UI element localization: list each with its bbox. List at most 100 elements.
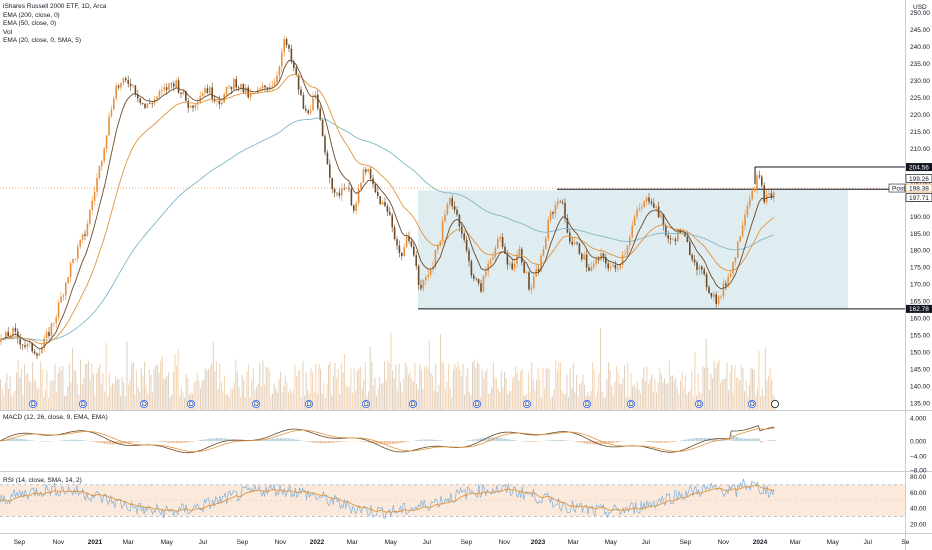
macd-bar (408, 441, 410, 442)
volume-bar (676, 387, 678, 410)
candle-body (324, 136, 326, 153)
macd-bar (584, 441, 586, 444)
macd-bar (435, 439, 437, 441)
volume-bar (124, 396, 126, 410)
macd-bar (392, 441, 394, 445)
macd-bar (614, 441, 616, 443)
volume-bar (552, 396, 554, 410)
legend-ema50: EMA (50, close, 0) (3, 20, 57, 28)
volume-bar (22, 394, 24, 410)
volume-bar (422, 388, 424, 410)
candle-body (761, 176, 763, 186)
volume-bar (497, 388, 499, 410)
candle-body (309, 110, 312, 114)
volume-bar (304, 395, 306, 410)
volume-bar (40, 361, 42, 410)
macd-bar (176, 441, 178, 444)
macd-bar (390, 441, 392, 445)
candle-body (69, 262, 72, 278)
macd-bar (528, 441, 530, 442)
time-tick-label: Sep (237, 539, 249, 546)
macd-bar (81, 440, 83, 441)
macd-bar (646, 441, 648, 442)
candle-body (674, 239, 677, 242)
volume-bar (166, 375, 168, 410)
volume-bar (542, 367, 544, 410)
volume-bar (225, 394, 227, 410)
volume-bar (516, 373, 518, 410)
volume-bar (689, 389, 691, 410)
candle-body (81, 234, 84, 240)
candle-body (98, 166, 101, 178)
rsi-sma-line (0, 484, 775, 513)
candle-body (319, 108, 321, 120)
volume-bar (611, 386, 613, 410)
time-tick-label: Mar (568, 539, 580, 546)
macd-bar (289, 438, 291, 441)
volume-bar (27, 373, 29, 410)
candle-body (653, 203, 655, 208)
volume-bar (363, 379, 365, 410)
macd-bar (337, 441, 339, 443)
volume-bar (688, 391, 690, 410)
candle-body (576, 242, 578, 244)
legend-rsi: RSI (14, close, SMA, 14, 2) (3, 477, 82, 484)
volume-bar (728, 390, 730, 410)
candle-body (715, 294, 717, 304)
candle-body (518, 248, 521, 255)
macd-bar (166, 441, 168, 443)
volume-bar (116, 379, 118, 410)
volume-bar (0, 379, 2, 410)
candle-body (134, 85, 137, 95)
volume-bar (300, 397, 302, 410)
macd-histogram (1, 434, 776, 445)
volume-bar (160, 360, 162, 410)
volume-bar (307, 389, 309, 410)
volume-bar (417, 389, 419, 410)
volume-bar (289, 388, 291, 410)
candle-body (535, 269, 537, 277)
volume-bar (64, 396, 66, 410)
candle-body (624, 254, 626, 255)
macd-bar (427, 439, 429, 441)
candle-body (115, 85, 117, 99)
candle-body (345, 188, 348, 189)
macd-bar (529, 441, 531, 442)
candle-body (537, 269, 540, 272)
candle-body (312, 97, 314, 111)
volume-bar (686, 394, 688, 410)
candle-body (149, 103, 151, 104)
macd-bar (558, 439, 560, 441)
macd-bar (225, 438, 227, 441)
volume-bar (609, 370, 611, 410)
volume-bar (761, 388, 763, 410)
volume-bar (513, 375, 515, 410)
macd-bar (380, 441, 382, 445)
macd-bar (84, 440, 86, 441)
volume-bar (734, 364, 736, 410)
volume-bar (126, 341, 128, 410)
dividend-marker (186, 399, 195, 408)
macd-bar (713, 438, 715, 441)
candle-body (199, 96, 201, 103)
volume-bar (24, 364, 26, 410)
volume-bar (224, 375, 226, 410)
volume-bar (222, 391, 224, 410)
candle-body (691, 254, 693, 260)
candle-body (221, 102, 223, 105)
volume-bar (344, 353, 346, 410)
macd-bar (361, 441, 363, 442)
time-tick-label: Jul (642, 539, 651, 546)
volume-bar (32, 361, 34, 410)
volume-bar (412, 381, 414, 410)
candle-body (72, 259, 74, 263)
volume-bar (118, 378, 120, 410)
volume-bar (30, 382, 32, 410)
macd-bar (342, 441, 344, 442)
macd-bar (100, 441, 102, 444)
candle-body (720, 296, 722, 297)
candle-body (744, 215, 746, 226)
volume-bar (398, 363, 400, 410)
candle-body (665, 225, 667, 236)
